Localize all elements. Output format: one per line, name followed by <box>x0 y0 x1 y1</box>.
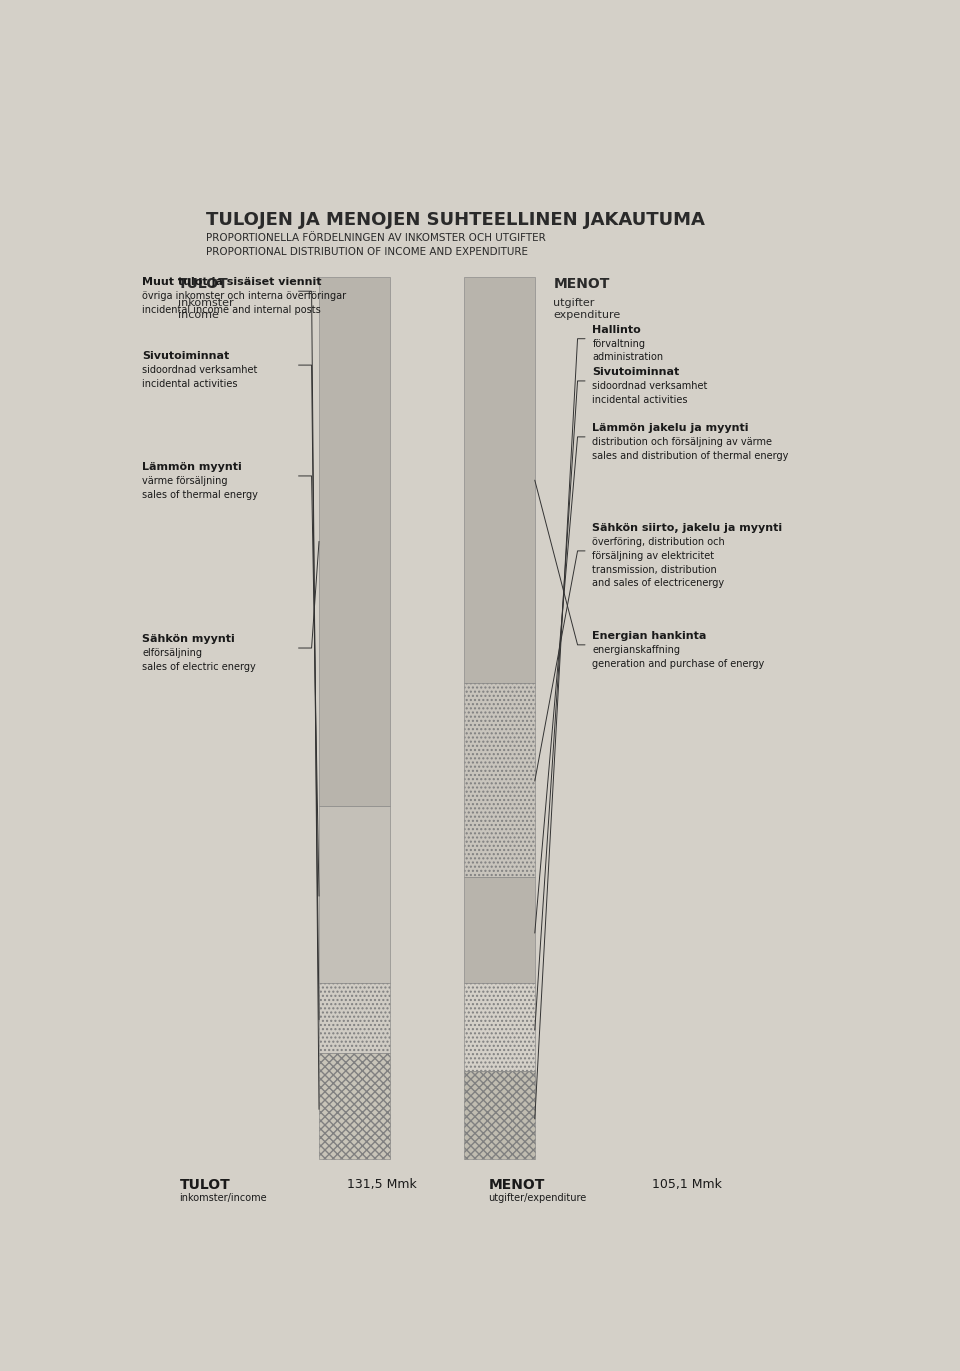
Text: MENOT: MENOT <box>553 277 610 292</box>
Text: MENOT: MENOT <box>489 1178 544 1191</box>
Bar <box>464 877 535 983</box>
Text: Sivutoiminnat: Sivutoiminnat <box>142 351 229 362</box>
Text: förvaltning: förvaltning <box>592 339 645 348</box>
Bar <box>319 1053 390 1158</box>
Text: Hallinto: Hallinto <box>592 325 641 335</box>
Text: Energian hankinta: Energian hankinta <box>592 631 707 642</box>
Text: Muut tulot ja sisäiset viennit: Muut tulot ja sisäiset viennit <box>142 277 322 288</box>
Text: sidoordnad verksamhet: sidoordnad verksamhet <box>142 365 257 376</box>
Text: utgifter/expenditure: utgifter/expenditure <box>489 1193 587 1202</box>
Text: PROPORTIONAL DISTRIBUTION OF INCOME AND EXPENDITURE: PROPORTIONAL DISTRIBUTION OF INCOME AND … <box>205 247 528 256</box>
Text: 131,5 Mmk: 131,5 Mmk <box>347 1178 417 1191</box>
Text: incidental activities: incidental activities <box>142 378 238 389</box>
Bar <box>464 683 535 877</box>
Text: sales of electric energy: sales of electric energy <box>142 662 256 672</box>
Text: administration: administration <box>592 352 663 362</box>
Text: övriga inkomster och interna överföringar: övriga inkomster och interna överföringa… <box>142 291 347 302</box>
Text: generation and purchase of energy: generation and purchase of energy <box>592 658 765 669</box>
Text: Lämmön myynti: Lämmön myynti <box>142 462 242 472</box>
Text: transmission, distribution: transmission, distribution <box>592 565 717 574</box>
Bar <box>464 277 535 683</box>
Text: TULOT: TULOT <box>178 277 228 292</box>
Text: income: income <box>178 310 219 321</box>
Text: Sivutoiminnat: Sivutoiminnat <box>592 367 680 377</box>
Text: värme försäljning: värme försäljning <box>142 476 228 485</box>
Text: sidoordnad verksamhet: sidoordnad verksamhet <box>592 381 708 391</box>
Text: sales of thermal energy: sales of thermal energy <box>142 489 258 499</box>
Bar <box>319 806 390 983</box>
Text: expenditure: expenditure <box>553 310 620 321</box>
Text: Sähkön myynti: Sähkön myynti <box>142 635 235 644</box>
Text: Sähkön siirto, jakelu ja myynti: Sähkön siirto, jakelu ja myynti <box>592 524 782 533</box>
Text: TULOT: TULOT <box>180 1178 230 1191</box>
Text: distribution och försäljning av värme: distribution och försäljning av värme <box>592 437 773 447</box>
Text: överföring, distribution och: överföring, distribution och <box>592 537 725 547</box>
Bar <box>464 1071 535 1158</box>
Text: inkomster/income: inkomster/income <box>180 1193 267 1202</box>
Text: elförsäljning: elförsäljning <box>142 648 203 658</box>
Text: and sales of electricenergy: and sales of electricenergy <box>592 579 725 588</box>
Bar <box>319 983 390 1053</box>
Text: 105,1 Mmk: 105,1 Mmk <box>652 1178 722 1191</box>
Text: energianskaffning: energianskaffning <box>592 644 681 655</box>
Bar <box>464 983 535 1071</box>
Text: utgifter: utgifter <box>553 298 595 307</box>
Text: sales and distribution of thermal energy: sales and distribution of thermal energy <box>592 451 789 461</box>
Text: incidental activities: incidental activities <box>592 395 688 404</box>
Text: inkomster: inkomster <box>178 298 233 307</box>
Text: incidental income and internal posts: incidental income and internal posts <box>142 304 321 315</box>
Text: Lämmön jakelu ja myynti: Lämmön jakelu ja myynti <box>592 424 749 433</box>
Bar <box>319 277 390 806</box>
Text: TULOJEN JA MENOJEN SUHTEELLINEN JAKAUTUMA: TULOJEN JA MENOJEN SUHTEELLINEN JAKAUTUM… <box>205 211 705 229</box>
Text: PROPORTIONELLA FÖRDELNINGEN AV INKOMSTER OCH UTGIFTER: PROPORTIONELLA FÖRDELNINGEN AV INKOMSTER… <box>205 233 545 243</box>
Text: försäljning av elektricitet: försäljning av elektricitet <box>592 551 714 561</box>
